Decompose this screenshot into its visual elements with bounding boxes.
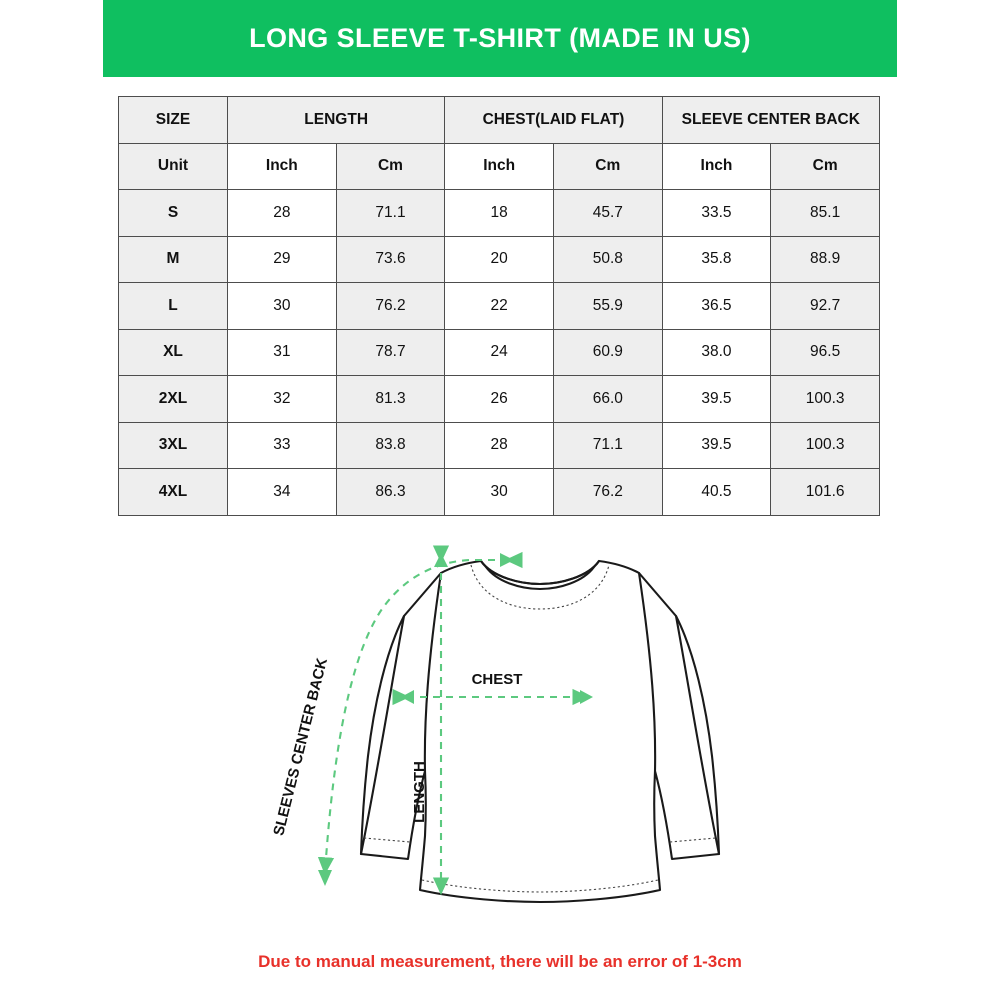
table-unit-header-row: Unit Inch Cm Inch Cm Inch Cm [118,142,880,190]
cell-length-cm: 76.2 [335,282,446,330]
cell-length-cm: 71.1 [335,189,446,237]
cell-sleeve-inch: 38.0 [661,328,772,376]
cell-sleeve-cm: 100.3 [770,375,880,423]
header-size: SIZE [118,96,228,144]
sleeve-measure-line [317,551,523,875]
table-row: L 30 76.2 22 55.9 36.5 92.7 [118,282,880,330]
table-row: S 28 71.1 18 45.7 33.5 85.1 [118,189,880,237]
cell-length-inch: 29 [227,235,337,283]
table-row: 3XL 33 83.8 28 71.1 39.5 100.3 [118,421,880,469]
cell-sleeve-cm: 100.3 [770,421,880,469]
cell-chest-inch: 28 [444,421,554,469]
garment-diagram: CHEST LENGTH SLEEVES CENTER BACK [0,520,1000,920]
cell-sleeve-inch: 40.5 [661,468,772,516]
cell-length-cm: 73.6 [335,235,446,283]
header-length-inch: Inch [227,142,337,190]
cell-size: XL [118,328,228,376]
table-row: 4XL 34 86.3 30 76.2 40.5 101.6 [118,468,880,516]
cell-length-cm: 86.3 [335,468,446,516]
cell-size: 2XL [118,375,228,423]
measure-arrowheads [318,553,593,895]
cell-chest-inch: 24 [444,328,554,376]
cell-chest-cm: 60.9 [552,328,663,376]
header-length: LENGTH [226,96,446,144]
cell-chest-cm: 71.1 [552,421,663,469]
cell-sleeve-inch: 39.5 [661,421,772,469]
cell-sleeve-cm: 101.6 [770,468,880,516]
cell-length-inch: 28 [227,189,337,237]
header-chest: CHEST(LAID FLAT) [444,96,663,144]
cell-chest-inch: 30 [444,468,554,516]
measurement-disclaimer: Due to manual measurement, there will be… [258,952,742,971]
cell-sleeve-inch: 39.5 [661,375,772,423]
cell-chest-cm: 45.7 [552,189,663,237]
shirt-outline-icon [359,559,721,904]
header-chest-inch: Inch [444,142,554,190]
cell-chest-inch: 26 [444,375,554,423]
sleeves-center-back-label: SLEEVES CENTER BACK [270,656,331,837]
size-chart-table: SIZE LENGTH CHEST(LAID FLAT) SLEEVE CENT… [118,96,881,516]
cell-length-inch: 31 [227,328,337,376]
title-banner: LONG SLEEVE T-SHIRT (MADE IN US) [103,0,897,77]
cell-chest-cm: 55.9 [552,282,663,330]
cell-length-inch: 34 [227,468,337,516]
cell-length-cm: 78.7 [335,328,446,376]
cell-sleeve-cm: 92.7 [770,282,880,330]
cell-size: M [118,235,228,283]
table-row: 2XL 32 81.3 26 66.0 39.5 100.3 [118,375,880,423]
cell-length-cm: 83.8 [335,421,446,469]
table-row: XL 31 78.7 24 60.9 38.0 96.5 [118,328,880,376]
cell-sleeve-inch: 35.8 [661,235,772,283]
length-label: LENGTH [411,761,428,823]
cell-length-cm: 81.3 [335,375,446,423]
cell-chest-cm: 66.0 [552,375,663,423]
header-sleeve-inch: Inch [661,142,772,190]
page-title: LONG SLEEVE T-SHIRT (MADE IN US) [249,23,751,53]
header-unit: Unit [118,142,228,190]
cell-chest-cm: 76.2 [552,468,663,516]
cell-sleeve-cm: 85.1 [770,189,880,237]
cell-sleeve-inch: 33.5 [661,189,772,237]
table-row: M 29 73.6 20 50.8 35.8 88.9 [118,235,880,283]
cell-size: 4XL [118,468,228,516]
cell-length-inch: 33 [227,421,337,469]
cell-sleeve-inch: 36.5 [661,282,772,330]
cell-sleeve-cm: 88.9 [770,235,880,283]
cell-size: S [118,189,228,237]
cell-size: 3XL [118,421,228,469]
chest-label: CHEST [472,671,523,688]
cell-sleeve-cm: 96.5 [770,328,880,376]
cell-chest-inch: 20 [444,235,554,283]
table-group-header-row: SIZE LENGTH CHEST(LAID FLAT) SLEEVE CENT… [118,96,881,144]
header-chest-cm: Cm [552,142,663,190]
cell-chest-inch: 22 [444,282,554,330]
cell-chest-inch: 18 [444,189,554,237]
header-length-cm: Cm [335,142,446,190]
cell-length-inch: 32 [227,375,337,423]
size-chart-table-container: SIZE LENGTH CHEST(LAID FLAT) SLEEVE CENT… [118,96,881,516]
cell-chest-cm: 50.8 [552,235,663,283]
header-sleeve-center-back: SLEEVE CENTER BACK [661,96,881,144]
cell-length-inch: 30 [227,282,337,330]
cell-size: L [118,282,228,330]
header-sleeve-cm: Cm [770,142,880,190]
measurement-guides [317,545,590,895]
